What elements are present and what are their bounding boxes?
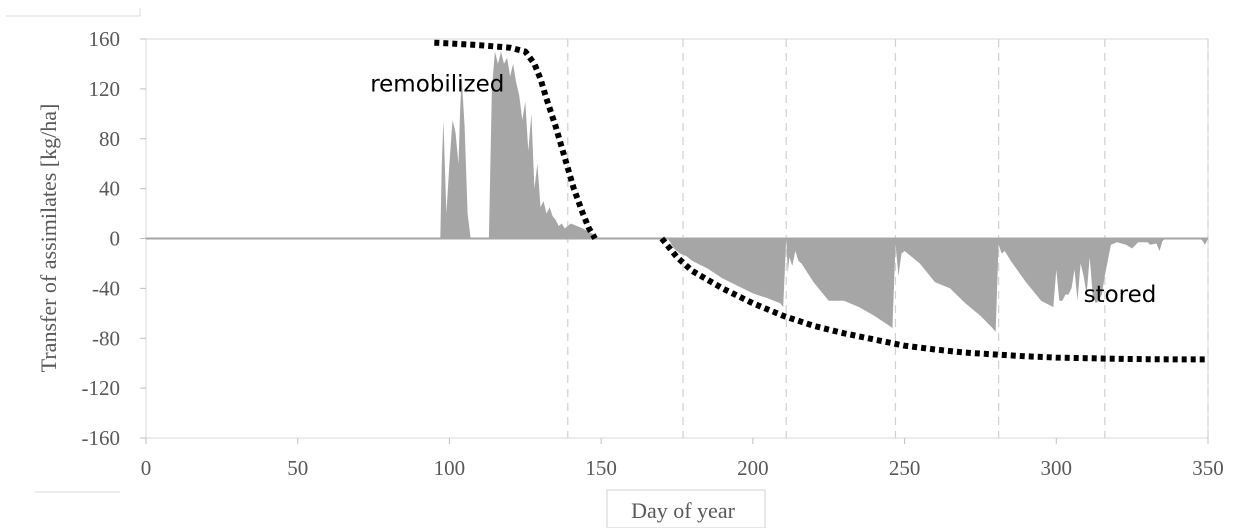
dotted-trend-lines — [434, 39, 1208, 363]
area-series-0 — [440, 51, 1208, 332]
y-axis-ticks: 160 120 80 40 0 -40 -80 -120 -160 — [82, 27, 146, 450]
x-tick-label: 300 — [1041, 456, 1073, 480]
annotation-stored: stored — [1084, 282, 1157, 308]
y-tick-label: -160 — [82, 426, 121, 450]
y-tick-label: -80 — [92, 326, 120, 350]
y-tick-label: 40 — [99, 177, 120, 201]
y-axis-title: Transfer of assimilates [kg/ha] — [36, 104, 61, 373]
x-tick-label: 0 — [141, 456, 152, 480]
x-tick-label: 200 — [737, 456, 769, 480]
x-axis-title-box — [606, 489, 766, 528]
x-tick-label: 100 — [434, 456, 466, 480]
y-tick-label: -40 — [92, 276, 120, 300]
y-tick-label: 80 — [99, 127, 120, 151]
dotted-line-stored — [659, 236, 1208, 363]
annotation-remobilized: remobilized — [370, 71, 504, 97]
y-tick-label: -120 — [82, 376, 121, 400]
x-axis-title: Day of year — [631, 498, 736, 523]
annotations: remobilized stored — [370, 71, 1156, 308]
area-series — [440, 51, 1208, 332]
x-tick-label: 250 — [889, 456, 921, 480]
y-tick-label: 160 — [89, 27, 121, 51]
x-tick-label: 150 — [585, 456, 617, 480]
x-axis-ticks: 0 50 100 150 200 250 300 350 — [141, 438, 1224, 480]
y-tick-label: 120 — [89, 77, 121, 101]
x-tick-label: 50 — [287, 456, 308, 480]
y-tick-label: 0 — [110, 227, 121, 251]
x-tick-label: 350 — [1192, 456, 1224, 480]
